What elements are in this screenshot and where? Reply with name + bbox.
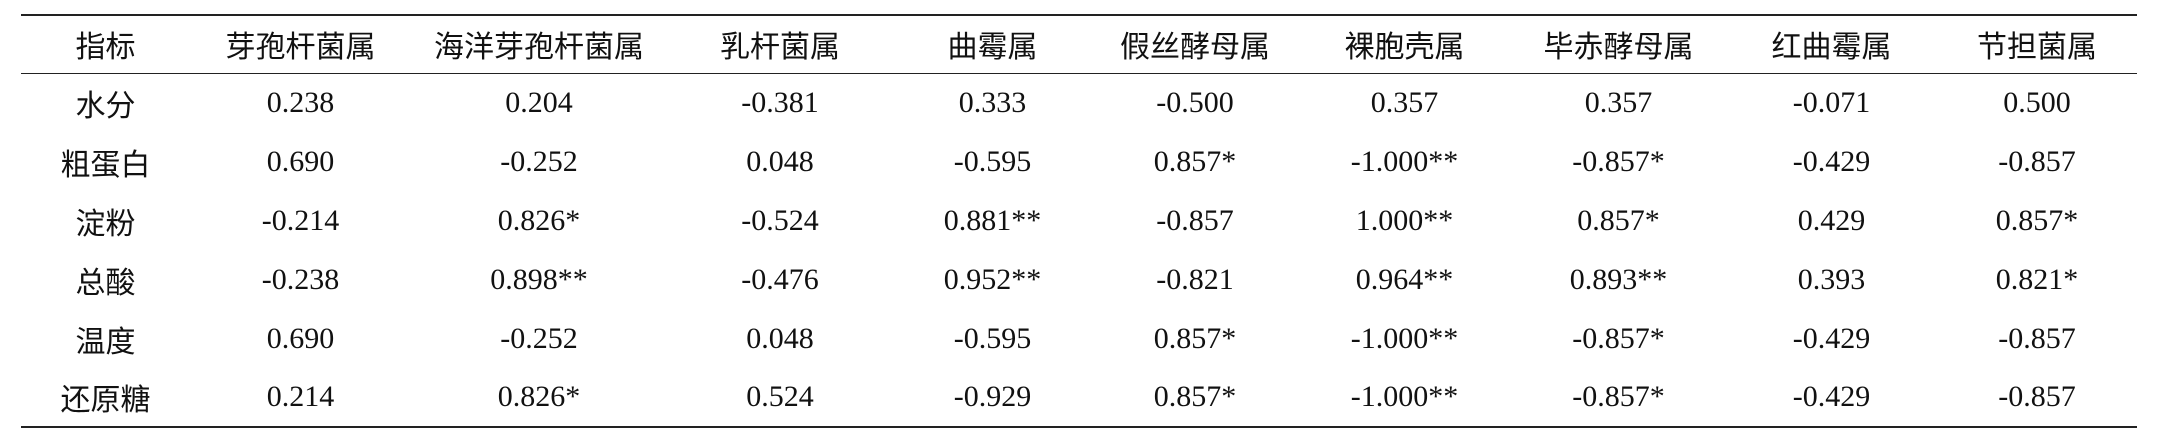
table-cell: 0.893** bbox=[1569, 262, 1668, 296]
table-cell: -0.429 bbox=[1792, 380, 1871, 413]
table-cell: 0.690 bbox=[266, 144, 335, 178]
table-cell: 0.857* bbox=[1153, 144, 1237, 178]
table-cell: -0.429 bbox=[1792, 321, 1871, 355]
table-cell: -0.500 bbox=[1156, 85, 1234, 119]
correlation-table: 指标 芽孢杆菌属 海洋芽孢杆菌属 乳杆菌属 曲霉属 假丝酵母属 裸胞壳属 毕赤酵母属 红曲霉属 节… bbox=[21, 14, 2137, 428]
table-cell: 0.826* bbox=[497, 203, 581, 237]
table-cell: -0.252 bbox=[500, 321, 578, 355]
table-cell: 0.333 bbox=[958, 85, 1027, 119]
table-cell: 0.964** bbox=[1355, 262, 1454, 296]
table-row: 总酸 -0.238 0.898** -0.476 0.952** -0.821 0.964*… bbox=[21, 250, 2137, 309]
table-header: 指标 芽孢杆菌属 海洋芽孢杆菌属 乳杆菌属 曲霉属 假丝酵母属 裸胞壳属 毕赤酵母属 红曲霉属 节… bbox=[21, 15, 2137, 73]
table-cell: 0.357 bbox=[1584, 85, 1653, 119]
table-cell: 0.204 bbox=[505, 85, 573, 119]
header-cell: 芽孢杆菌属 bbox=[225, 31, 376, 65]
table-row: 粗蛋白 0.690 -0.252 0.048 -0.595 0.857* -1.000** -… bbox=[21, 132, 2137, 191]
table-body: 水分 0.238 0.204 -0.381 0.333 -0.500 0.357 0.357 -… bbox=[21, 73, 2137, 427]
header-cell: 乳杆菌属 bbox=[720, 31, 840, 65]
table-cell: 0.048 bbox=[746, 144, 814, 178]
row-label: 粗蛋白 bbox=[60, 148, 151, 182]
table-cell: -0.857 bbox=[1998, 321, 2076, 355]
table-row: 还原糖 0.214 0.826* 0.524 -0.929 0.857* -1.000** -… bbox=[21, 368, 2137, 427]
table-cell: -0.214 bbox=[261, 203, 340, 237]
table-cell: 0.357 bbox=[1370, 85, 1439, 119]
table-cell: 0.238 bbox=[266, 85, 335, 119]
table-cell: -0.821 bbox=[1156, 262, 1234, 296]
table-cell: 0.857* bbox=[1577, 203, 1660, 237]
row-label: 水分 bbox=[75, 89, 136, 123]
table-cell: 0.881** bbox=[943, 203, 1042, 237]
row-label: 淀粉 bbox=[75, 207, 136, 241]
table-cell: -1.000** bbox=[1350, 321, 1459, 355]
table-row: 水分 0.238 0.204 -0.381 0.333 -0.500 0.357 0.357 -… bbox=[21, 73, 2137, 132]
table-cell: -0.929 bbox=[953, 380, 1032, 413]
header-row: 指标 芽孢杆菌属 海洋芽孢杆菌属 乳杆菌属 曲霉属 假丝酵母属 裸胞壳属 毕赤酵母属 红曲霉属 节… bbox=[21, 15, 2137, 73]
table-cell: -0.857 bbox=[1998, 380, 2076, 413]
table-cell: -0.476 bbox=[741, 262, 819, 296]
table-cell: 0.898** bbox=[490, 262, 588, 296]
table-cell: 0.857* bbox=[1153, 321, 1237, 355]
table-cell: 0.826* bbox=[497, 380, 581, 413]
header-cell: 节担菌属 bbox=[1977, 31, 2097, 65]
table-cell: -1.000** bbox=[1350, 144, 1459, 178]
table-cell: 0.214 bbox=[266, 380, 335, 413]
table-cell: -0.071 bbox=[1792, 85, 1871, 119]
table-cell: 0.048 bbox=[746, 321, 814, 355]
table-cell: -0.429 bbox=[1792, 144, 1871, 178]
table-cell: 0.690 bbox=[266, 321, 335, 355]
table-cell: 0.857* bbox=[1153, 380, 1237, 413]
table-cell: -0.857* bbox=[1572, 144, 1665, 178]
table-row: 温度 0.690 -0.252 0.048 -0.595 0.857* -1.000** -0… bbox=[21, 309, 2137, 368]
table-cell: 1.000** bbox=[1355, 203, 1454, 237]
table-cell: -1.000** bbox=[1350, 380, 1459, 413]
table-cell: 0.524 bbox=[746, 380, 814, 413]
table-cell: -0.238 bbox=[261, 262, 340, 296]
table-cell: -0.857* bbox=[1572, 321, 1665, 355]
table-cell: -0.595 bbox=[953, 144, 1032, 178]
table-cell: 0.393 bbox=[1797, 262, 1866, 296]
table-row: 淀粉 -0.214 0.826* -0.524 0.881** -0.857 1.000**… bbox=[21, 191, 2137, 250]
header-cell: 曲霉属 bbox=[947, 31, 1038, 65]
table-cell: -0.524 bbox=[741, 203, 819, 237]
header-cell: 红曲霉属 bbox=[1771, 31, 1892, 65]
table-cell: -0.252 bbox=[500, 144, 578, 178]
header-cell: 指标 bbox=[75, 31, 136, 65]
header-cell: 裸胞壳属 bbox=[1344, 31, 1465, 65]
header-cell: 假丝酵母属 bbox=[1120, 31, 1270, 65]
table-cell: 0.821* bbox=[1995, 262, 2079, 296]
table-cell: 0.857* bbox=[1995, 203, 2079, 237]
table-cell: 0.952** bbox=[943, 262, 1042, 296]
row-label: 总酸 bbox=[75, 266, 136, 300]
row-label: 温度 bbox=[75, 325, 136, 359]
row-label: 还原糖 bbox=[60, 384, 151, 417]
table-cell: 0.429 bbox=[1797, 203, 1866, 237]
table-cell: -0.857 bbox=[1998, 144, 2076, 178]
table-cell: -0.857* bbox=[1572, 380, 1665, 413]
header-cell: 毕赤酵母属 bbox=[1543, 31, 1694, 65]
table-cell: -0.381 bbox=[741, 85, 819, 119]
table-cell: -0.857 bbox=[1156, 203, 1234, 237]
table-cell: -0.595 bbox=[953, 321, 1032, 355]
header-cell: 海洋芽孢杆菌属 bbox=[434, 31, 644, 65]
table-cell: 0.500 bbox=[2003, 85, 2071, 119]
